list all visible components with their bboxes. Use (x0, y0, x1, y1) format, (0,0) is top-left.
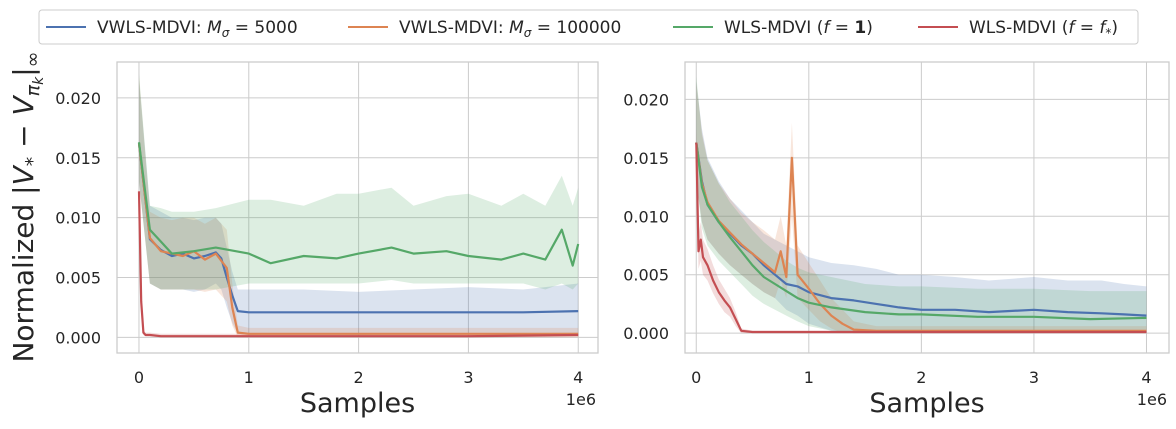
plot-frame (116, 61, 599, 354)
x-tick-label: 4 (1141, 368, 1151, 387)
series-line-1 (695, 142, 1147, 332)
legend: VWLS-MDVI: Mσ = 5000 VWLS-MDVI: Mσ = 100… (38, 9, 1139, 45)
plot-area (137, 74, 580, 338)
confidence-band-series-2 (696, 76, 1147, 334)
y-axis-label: Normalized |V* − Vπk|∞ (7, 51, 47, 362)
series-line-2 (695, 142, 1147, 321)
x-axis-label: Samples (869, 388, 984, 419)
y-tick-label: 0.005 (55, 269, 101, 288)
y-tick-label: 0.015 (623, 149, 669, 168)
plot-area (695, 76, 1147, 334)
y-tick-label: 0.010 (55, 209, 101, 228)
confidence-band-series-1 (696, 81, 1147, 334)
series-line-2 (137, 142, 580, 267)
y-tick-label: 0.010 (623, 207, 669, 226)
legend-label-vwls-5000: VWLS-MDVI: Mσ = 5000 (97, 18, 298, 40)
legend-label-vwls-100000: VWLS-MDVI: Mσ = 100000 (399, 18, 621, 40)
confidence-band-series-0 (139, 80, 579, 335)
y-tick-label: 0.000 (55, 328, 101, 347)
y-tick-label: 0.015 (55, 149, 101, 168)
x-tick-label: 2 (354, 368, 364, 387)
series-line-0 (137, 143, 579, 314)
y-tick-label: 0.005 (623, 266, 669, 285)
confidence-band-series-2 (139, 74, 579, 290)
x-tick-label: 2 (916, 368, 926, 387)
x-tick-label: 3 (1029, 368, 1039, 387)
x-offset-label: 1e6 (1137, 390, 1167, 409)
y-tick-label: 0.020 (623, 90, 669, 109)
x-tick-label: 3 (463, 368, 473, 387)
plot-frame (684, 61, 1170, 354)
left-panel: 0.000 0.005 0.010 0.015 0.020 0 1 2 3 4 Samples 1e6 (55, 61, 599, 419)
x-tick-label: 0 (691, 368, 701, 387)
x-axis-label: Samples (300, 388, 415, 419)
legend-frame (38, 9, 1139, 45)
legend-label-wls-f1: WLS-MDVI (f = 1) (724, 18, 873, 38)
x-offset-label: 1e6 (566, 390, 596, 409)
right-panel: 0.000 0.005 0.010 0.015 0.020 0 1 2 3 4 Samples 1e6 (623, 61, 1170, 419)
x-tick-label: 0 (134, 368, 144, 387)
x-tick-label: 1 (804, 368, 814, 387)
y-tick-label: 0.020 (55, 89, 101, 108)
y-tick-label: 0.000 (623, 324, 669, 343)
series-line-3 (137, 191, 579, 338)
legend-label-wls-fstar: WLS-MDVI (f = f*) (969, 18, 1118, 40)
x-tick-label: 4 (573, 368, 583, 387)
x-tick-label: 1 (244, 368, 254, 387)
confidence-band-series-0 (696, 81, 1147, 334)
series-line-3 (695, 142, 1147, 334)
